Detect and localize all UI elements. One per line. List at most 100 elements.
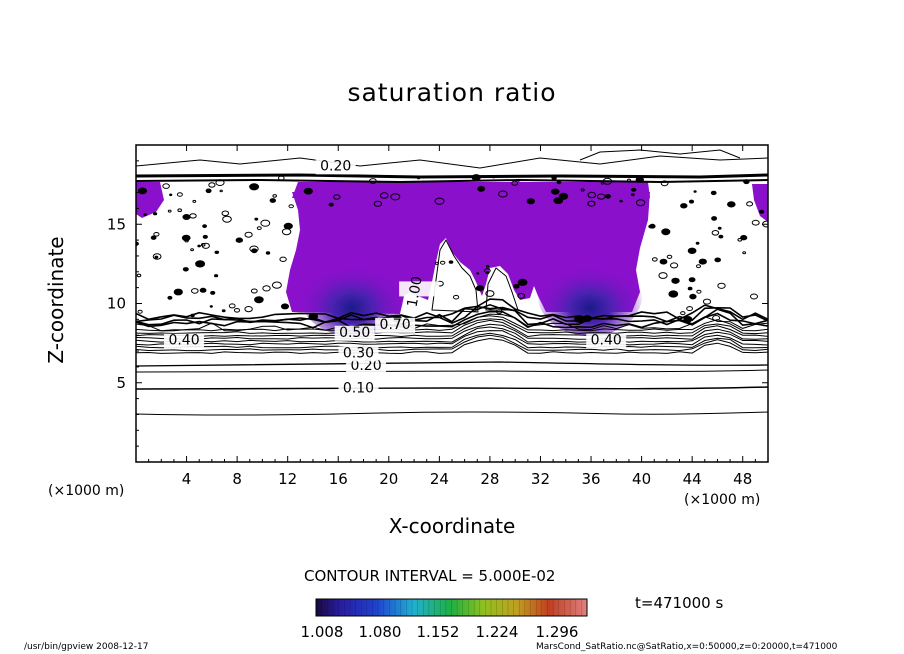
supersaturation-upper-band <box>292 182 650 198</box>
contour-line-0.15 <box>136 369 768 373</box>
x-tick-label: 16 <box>329 470 348 488</box>
noise-speck <box>260 219 271 227</box>
colorbar-tick-label: 1.224 <box>476 623 519 641</box>
noise-speck <box>221 309 226 313</box>
colorbar-gradient <box>315 598 588 617</box>
noise-speck <box>280 303 290 310</box>
noise-speck <box>751 219 760 226</box>
plot-area <box>136 145 768 462</box>
contour-label: 0.20 <box>350 358 381 374</box>
contour-label-bg <box>334 325 375 341</box>
noise-speck <box>717 282 726 289</box>
noise-speck <box>627 178 631 182</box>
noise-speck <box>192 199 197 203</box>
noise-speck <box>271 281 282 289</box>
noise-speck <box>696 289 702 294</box>
noise-speck <box>556 180 562 185</box>
noise-speck <box>630 193 635 197</box>
band-contour <box>136 318 768 335</box>
contour-label-bg <box>346 359 387 375</box>
noise-speck <box>228 303 236 309</box>
noise-speck <box>475 285 484 292</box>
contour-label-bg <box>164 333 205 349</box>
noise-speck <box>162 183 170 189</box>
noise-speck <box>153 212 158 216</box>
noise-speck <box>250 288 258 294</box>
noise-speck <box>256 226 262 231</box>
noise-speck <box>717 226 722 230</box>
contour-label-bg <box>586 333 627 349</box>
noise-speck <box>711 230 720 236</box>
x-tick-label: 12 <box>278 470 297 488</box>
noise-speck <box>434 197 445 205</box>
x-axis: 4 8 12 16 20 24 28 32 36 40 44 48 <box>148 145 756 488</box>
noise-speck <box>333 194 341 200</box>
band-contour <box>136 330 768 346</box>
x-unit-label: (×1000 m) <box>684 492 761 508</box>
contour-label-bg <box>375 317 416 333</box>
noise-speck <box>516 178 521 182</box>
noise-speck <box>658 272 668 279</box>
noise-speck <box>649 223 656 229</box>
noise-speck <box>190 248 195 252</box>
noise-speck <box>195 260 206 268</box>
noise-speck <box>587 200 596 207</box>
noise-speck <box>660 180 669 187</box>
band-contour <box>136 313 768 332</box>
noise-speck <box>687 286 693 291</box>
noise-speck <box>416 176 421 180</box>
noise-speck <box>743 179 750 185</box>
contour-label: 0.10 <box>343 380 374 396</box>
noise-speck <box>219 189 223 193</box>
noise-speck <box>710 190 717 196</box>
noise-speck <box>373 200 383 207</box>
noise-speck <box>485 290 495 297</box>
noise-speck <box>635 199 646 207</box>
noise-speck <box>680 203 688 209</box>
noise-speck <box>150 235 157 240</box>
noise-speck <box>169 193 173 197</box>
noise-speck <box>137 187 148 195</box>
colorbar-tick-label: 1.152 <box>417 623 460 641</box>
noise-speck <box>711 216 718 221</box>
noise-speck <box>689 293 697 300</box>
noise-speck <box>511 180 519 186</box>
contour-label: 0.20 <box>320 158 351 174</box>
contour-interval-label: CONTOUR INTERVAL = 5.000E-02 <box>304 567 556 585</box>
noise-speck <box>201 242 210 249</box>
y-tick-label: 5 <box>116 374 126 392</box>
noise-speck <box>278 175 285 181</box>
noise-speck <box>137 309 143 314</box>
noise-speck <box>152 253 162 260</box>
x-tick-label: 44 <box>683 470 702 488</box>
noise-speck <box>718 234 724 239</box>
noise-speck <box>214 250 220 255</box>
band-contour <box>136 319 768 338</box>
footer-left: /usr/bin/gpview 2008-12-17 <box>24 642 149 652</box>
contour-label: 0.40 <box>591 333 622 349</box>
noise-speck <box>369 178 377 184</box>
noise-speck <box>143 213 147 217</box>
x-tick-label: 32 <box>531 470 550 488</box>
noise-speck <box>702 298 712 305</box>
noise-speck <box>235 237 244 243</box>
noise-speck <box>176 192 183 197</box>
noise-speck <box>283 222 293 230</box>
noise-speck <box>440 260 446 265</box>
noise-speck <box>551 176 557 181</box>
noise-speck <box>670 262 679 269</box>
x-tick-label: 20 <box>379 470 398 488</box>
contour-line-0.20 <box>136 361 768 367</box>
noise-speck <box>698 258 707 265</box>
noise-speck <box>269 198 276 203</box>
noise-speck <box>222 215 232 223</box>
top-band <box>136 173 768 179</box>
x-tick-label: 48 <box>733 470 752 488</box>
noise-speck <box>182 267 189 272</box>
noise-speck <box>214 274 219 278</box>
contour-label: 0.50 <box>339 325 370 341</box>
contour-label-bg <box>315 159 356 175</box>
colorbar-tick-label: 1.080 <box>359 623 402 641</box>
noise-speck <box>448 260 454 264</box>
noise-speck <box>688 277 696 283</box>
